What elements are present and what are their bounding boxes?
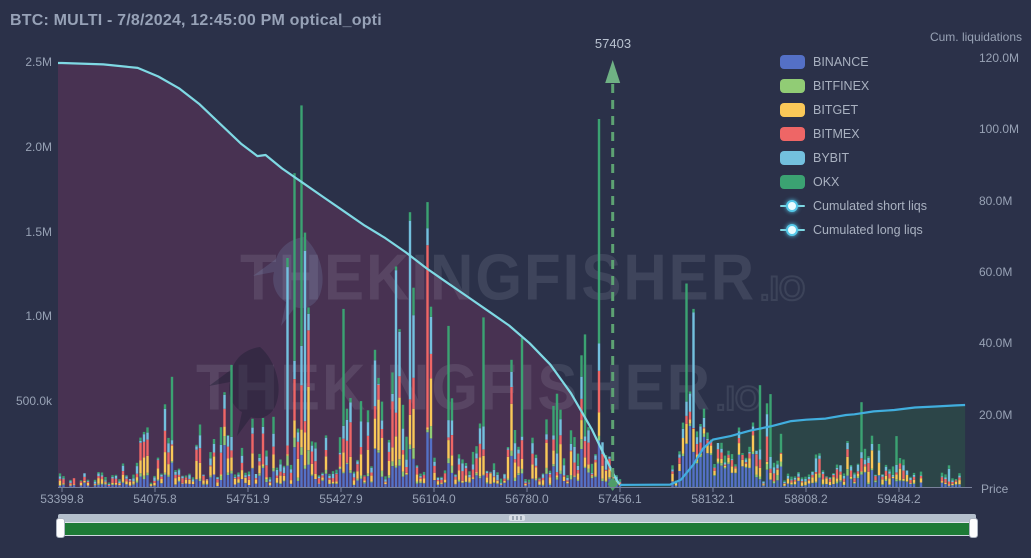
slider-selected-range[interactable] [60, 522, 974, 536]
slider-left-handle[interactable] [56, 518, 65, 538]
x-tick-label: 58808.2 [784, 492, 828, 506]
left-tick-label: 1.5M [25, 225, 52, 239]
right-tick-label: 60.0M [979, 265, 1013, 279]
cumulated-short-liqs-line [619, 403, 966, 486]
x-axis-title: Price [981, 482, 1009, 496]
legend-label: BYBIT [813, 151, 850, 165]
legend-item-bitmex[interactable]: BITMEX [780, 122, 927, 146]
legend-item-okx[interactable]: OKX [780, 170, 927, 194]
legend-item-bitfinex[interactable]: BITFINEX [780, 74, 927, 98]
bitmex-swatch-icon [780, 127, 805, 141]
datazoom-slider[interactable] [56, 512, 978, 538]
slider-right-handle[interactable] [969, 518, 978, 538]
left-tick-label: 2.0M [25, 140, 52, 154]
legend-label: BITMEX [813, 127, 860, 141]
legend-label: BINANCE [813, 55, 869, 69]
right-axis-title: Cum. liquidations [929, 30, 1022, 44]
right-tick-label: 80.0M [979, 194, 1013, 208]
legend-item-bitget[interactable]: BITGET [780, 98, 927, 122]
legend-label: BITGET [813, 103, 859, 117]
legend-item-long_liqs[interactable]: Cumulated long liqs [780, 218, 927, 242]
x-tick-label: 56780.0 [505, 492, 549, 506]
chart-title: BTC: MULTI - 7/8/2024, 12:45:00 PM optic… [10, 12, 382, 29]
binance-swatch-icon [780, 55, 805, 69]
x-tick-label: 56104.0 [412, 492, 456, 506]
legend-label: Cumulated long liqs [813, 223, 923, 237]
x-tick-label: 57456.1 [598, 492, 642, 506]
legend-item-bybit[interactable]: BYBIT [780, 146, 927, 170]
long-liqs-area [58, 63, 620, 487]
line-marker-icon [780, 199, 805, 213]
right-tick-label: 40.0M [979, 336, 1013, 350]
bybit-swatch-icon [780, 151, 805, 165]
left-tick-label: 1.0M [25, 309, 52, 323]
bitfinex-swatch-icon [780, 79, 805, 93]
bitget-swatch-icon [780, 103, 805, 117]
legend-label: BITFINEX [813, 79, 870, 93]
legend-label: Cumulated short liqs [813, 199, 927, 213]
right-tick-label: 120.0M [979, 51, 1020, 65]
legend-item-binance[interactable]: BINANCE [780, 50, 927, 74]
x-tick-label: 59484.2 [877, 492, 921, 506]
line-marker-icon [780, 223, 805, 237]
cumulated-long-liqs-line [58, 61, 621, 485]
legend: BINANCE BITFINEX BITGET BITMEX BYBIT OKX Cumul… [780, 50, 927, 242]
legend-item-short_liqs[interactable]: Cumulated short liqs [780, 194, 927, 218]
x-tick-label: 54751.9 [226, 492, 270, 506]
okx-swatch-icon [780, 175, 805, 189]
right-tick-label: 20.0M [979, 408, 1013, 422]
x-tick-label: 58132.1 [691, 492, 735, 506]
legend-label: OKX [813, 175, 840, 189]
liquidation-bars [58, 105, 961, 487]
x-tick-label: 55427.9 [319, 492, 363, 506]
left-tick-label: 500.0k [15, 394, 52, 408]
annotation-arrowhead-icon [605, 60, 621, 83]
price-annotation-label: 57403 [594, 36, 632, 51]
x-tick-label: 53399.8 [40, 492, 84, 506]
x-tick-label: 54075.8 [133, 492, 177, 506]
slider-grip-handle[interactable] [509, 515, 525, 521]
right-tick-label: 100.0M [979, 122, 1020, 136]
left-tick-label: 2.5M [25, 55, 52, 69]
